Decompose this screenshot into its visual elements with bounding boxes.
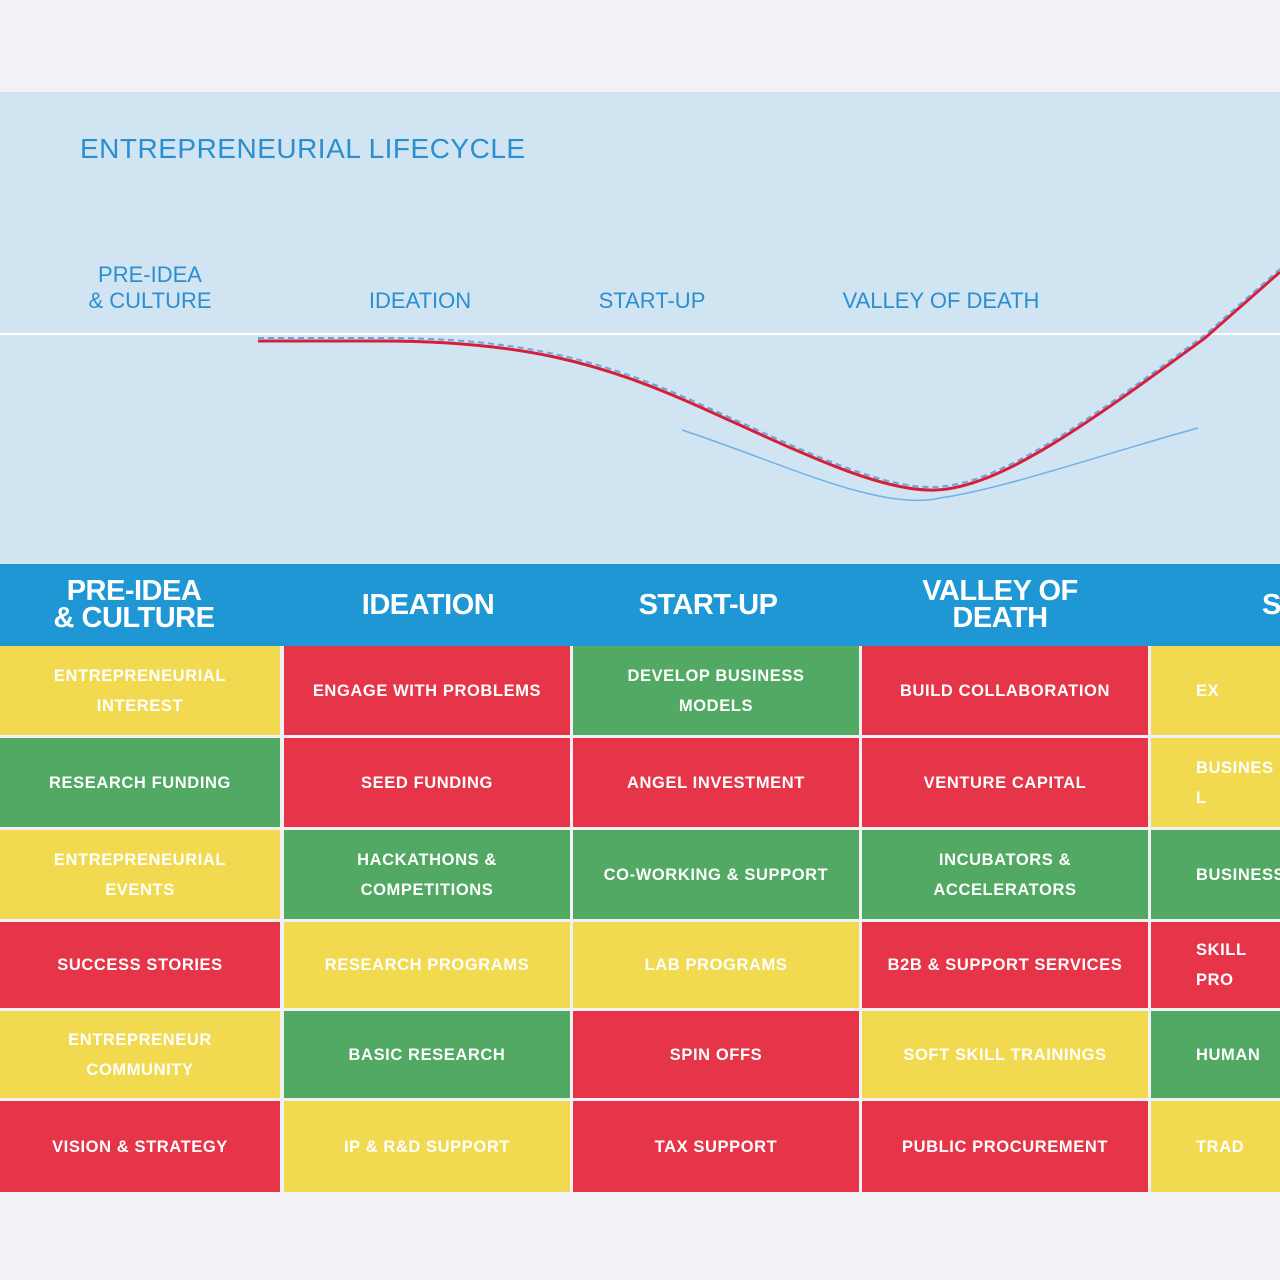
stage-label-start-up: START-UP (598, 288, 706, 313)
grid-cell-r1-c3: DEVELOP BUSINESS MODELS (573, 646, 859, 735)
grid-cell-r6-c4: PUBLIC PROCUREMENT (862, 1101, 1148, 1192)
grid-cell-r6-c2: IP & R&D SUPPORT (284, 1101, 570, 1192)
stage-label-ideation: IDEATION (368, 288, 472, 313)
lifecycle-curve-dashed (258, 268, 1280, 489)
grid-cell-r4-c4: B2B & SUPPORT SERVICES (862, 922, 1148, 1008)
column-header-valley-of-death: VALLEY OF DEATH (922, 575, 1078, 634)
lifecycle-curve-graphic (0, 268, 1280, 502)
column-header-pre-idea: PRE-IDEA & CULTURE (53, 575, 215, 634)
grid-cell-r6-c1: VISION & STRATEGY (0, 1101, 280, 1192)
grid-cell-r3-c4: INCUBATORS & ACCELERATORS (862, 830, 1148, 919)
lifecycle-panel (0, 92, 1280, 564)
grid-cell-r1-c2: ENGAGE WITH PROBLEMS (284, 646, 570, 735)
grid-cell-r5-c1: ENTREPRENEUR COMMUNITY (0, 1011, 280, 1098)
grid-cell-r6-c3: TAX SUPPORT (573, 1101, 859, 1192)
grid-cell-r1-c4: BUILD COLLABORATION (862, 646, 1148, 735)
grid-cell-r4-c2: RESEARCH PROGRAMS (284, 922, 570, 1008)
lifecycle-title: ENTREPRENEURIAL LIFECYCLE (80, 133, 526, 164)
grid-cell-r2-c1: RESEARCH FUNDING (0, 738, 280, 827)
grid-cell-r4-c1: SUCCESS STORIES (0, 922, 280, 1008)
grid-cell-r2-c4: VENTURE CAPITAL (862, 738, 1148, 827)
grid-cell-r1-c1: ENTREPRENEURIAL INTEREST (0, 646, 280, 735)
grid-cell-r5-c4: SOFT SKILL TRAININGS (862, 1011, 1148, 1098)
grid-cell-r3-c2: HACKATHONS & COMPETITIONS (284, 830, 570, 919)
shadow-curve (681, 427, 1199, 502)
grid-cell-r1-c5: EX (1151, 646, 1280, 735)
grid-cell-r3-c3: CO-WORKING & SUPPORT (573, 830, 859, 919)
grid-cell-r4-c3: LAB PROGRAMS (573, 922, 859, 1008)
grid-cell-r5-c5: HUMAN (1151, 1011, 1280, 1098)
column-header-ideation: IDEATION (361, 588, 495, 621)
stage-label-valley-of-death: VALLEY OF DEATH (842, 288, 1040, 313)
column-header-start-up: START-UP (638, 588, 778, 621)
grid-cell-r5-c2: BASIC RESEARCH (284, 1011, 570, 1098)
stage-label-pre-idea: PRE-IDEA & CULTURE (88, 262, 212, 313)
grid-cell-r2-c3: ANGEL INVESTMENT (573, 738, 859, 827)
column-header-partial: S (1262, 588, 1280, 621)
grid-cell-r2-c5: BUSINES L (1151, 738, 1280, 827)
lifecycle-curve-red (258, 270, 1280, 492)
grid-cell-r3-c1: ENTREPRENEURIAL EVENTS (0, 830, 280, 919)
grid-cell-r4-c5: SKILL PRO (1151, 922, 1280, 1008)
support-grid: ENTREPRENEURIAL INTEREST ENGAGE WITH PROB… (0, 646, 1280, 1192)
grid-cell-r3-c5: BUSINESS (1151, 830, 1280, 919)
grid-cell-r2-c2: SEED FUNDING (284, 738, 570, 827)
column-header-band: PRE-IDEA & CULTURE IDEATION START-UP VAL… (0, 564, 1280, 646)
grid-cell-r6-c5: TRAD (1151, 1101, 1280, 1192)
grid-cell-r5-c3: SPIN OFFS (573, 1011, 859, 1098)
